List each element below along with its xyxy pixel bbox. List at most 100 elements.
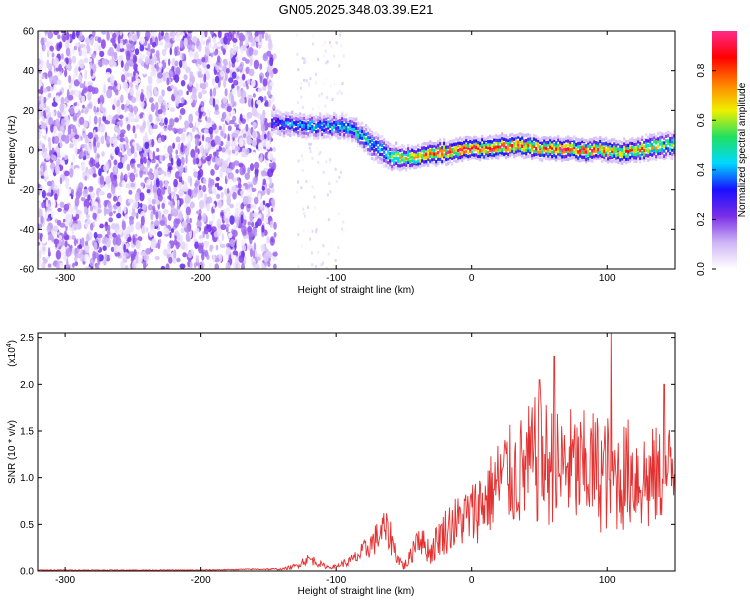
- spectrogram-cell: [188, 50, 194, 58]
- spectrogram-ridge-cell: [523, 139, 526, 143]
- spectrogram-ridge-cell: [457, 156, 460, 160]
- spectrogram-cell: [156, 187, 161, 197]
- spectrogram-ridge-cell: [435, 145, 438, 149]
- spectrogram-ridge-cell: [617, 147, 620, 151]
- spectrogram-ridge-cell: [401, 163, 404, 167]
- spectrogram-ridge-cell: [373, 132, 376, 136]
- spectrogram-cell: [338, 64, 341, 68]
- spectrogram-cell: [47, 239, 53, 248]
- spectrogram-ridge-cell: [413, 149, 416, 154]
- spectrogram-cell: [139, 36, 145, 45]
- spectrogram-ridge-cell: [483, 147, 486, 151]
- spectrogram-cell: [302, 207, 305, 211]
- spectrogram-cell: [99, 175, 105, 185]
- spectrogram-ridge-cell: [361, 136, 364, 140]
- spectrogram-ridge-cell: [437, 146, 440, 150]
- spectrogram-ridge-cell: [285, 111, 288, 115]
- spectrogram-ridge-cell: [521, 133, 524, 137]
- spectrogram-ridge-cell: [597, 137, 600, 142]
- spectrogram-cell: [207, 196, 213, 204]
- spectrogram-cell: [302, 105, 304, 109]
- spectrogram-ridge-cell: [503, 137, 506, 141]
- spectrogram-cell: [124, 62, 130, 72]
- spectrogram-ridge-cell: [385, 164, 388, 168]
- spectrogram-ridge-cell: [617, 149, 620, 153]
- spectrogram-cell: [239, 106, 245, 112]
- spectrogram-ridge-cell: [537, 150, 540, 154]
- spectrogram-cell: [38, 63, 43, 72]
- spectrogram-cell: [178, 188, 184, 197]
- spectrogram-ridge-cell: [543, 136, 546, 140]
- spectrogram-cell: [147, 75, 153, 84]
- spectrogram-cell: [47, 92, 52, 98]
- spectrogram-ridge-cell: [469, 144, 472, 148]
- spectrogram-cell: [91, 86, 96, 95]
- spectrogram-ridge-cell: [593, 140, 596, 144]
- colorbar-tick-label: 0.0: [696, 262, 707, 276]
- spectrogram-ridge-cell: [637, 154, 640, 158]
- spectrogram-cell: [230, 109, 236, 118]
- spectrogram-cell: [57, 207, 62, 212]
- spectrogram-cell: [106, 88, 113, 99]
- snr-x-axis-label: Height of straight line (km): [298, 586, 415, 597]
- spectrogram-ridge-cell: [539, 153, 542, 157]
- spectrogram-cell: [267, 168, 274, 178]
- spectrogram-ridge-cell: [557, 156, 560, 160]
- spectrogram-ridge-cell: [617, 140, 620, 144]
- spectrogram-ridge-cell: [607, 145, 610, 149]
- spectrogram-cell: [71, 235, 76, 240]
- spectrogram-ridge-cell: [397, 157, 400, 161]
- spectrogram-ridge-cell: [405, 163, 408, 167]
- spectrogram-ridge-cell: [449, 150, 452, 154]
- spectrogram-cell: [160, 174, 166, 182]
- spectrogram-cell: [330, 44, 333, 48]
- spectrogram-cell: [193, 171, 199, 178]
- spectrogram-ridge-cell: [543, 142, 546, 147]
- spectrogram-ridge-cell: [399, 164, 402, 168]
- spectrogram-cell: [133, 118, 139, 123]
- spectrogram-cell: [185, 206, 191, 216]
- spectrogram-ridge-cell: [591, 152, 594, 156]
- spectrogram-ridge-cell: [297, 126, 300, 130]
- spectrogram-cell: [69, 206, 75, 214]
- spectrogram-ridge-cell: [463, 150, 466, 155]
- spectrogram-cell: [142, 53, 146, 59]
- spectrogram-ridge-cell: [293, 113, 296, 118]
- spectrogram-ridge-cell: [559, 137, 562, 141]
- spectrogram-ridge-cell: [283, 126, 286, 131]
- spectrogram-cell: [214, 85, 220, 90]
- spectrogram-ridge-cell: [643, 155, 646, 160]
- spectrogram-cell: [323, 54, 326, 58]
- spectrogram-cell: [120, 60, 124, 68]
- spectrogram-cell: [325, 160, 328, 164]
- spectrogram-ridge-cell: [439, 138, 442, 142]
- spectrogram-x-ticks: -300 -200 -100 0 100: [55, 31, 616, 284]
- spectrogram-ridge-cell: [443, 144, 446, 149]
- spectrogram-ridge-cell: [661, 141, 664, 145]
- spectrogram-ridge-cell: [461, 151, 464, 155]
- spectrogram-cell: [134, 55, 138, 63]
- spectrogram-ridge-cell: [525, 152, 528, 156]
- spectrogram-cell: [242, 133, 247, 138]
- spectrogram-cell: [220, 130, 224, 137]
- spectrogram-ridge-cell: [543, 139, 546, 143]
- spectrogram-ridge-cell: [469, 156, 472, 160]
- spectrogram-ridge-cell: [383, 150, 386, 154]
- spectrogram-cell: [193, 262, 197, 269]
- spectrogram-cell: [204, 47, 210, 57]
- spectrogram-cell: [232, 191, 237, 200]
- spectrogram-ridge-cell: [565, 144, 568, 148]
- spectrogram-cell: [103, 83, 106, 94]
- spectrogram-cell: [74, 134, 80, 140]
- spectrogram-cell: [74, 256, 78, 262]
- spectrogram-ridge-cell: [339, 114, 342, 119]
- spectrogram-cell: [264, 206, 269, 217]
- spectrogram-cell: [171, 57, 176, 67]
- spectrogram-ridge-cell: [507, 142, 510, 146]
- spectrogram-cell: [187, 141, 191, 149]
- spectrogram-ridge-cell: [509, 153, 512, 158]
- spectrogram-cell: [154, 101, 159, 111]
- spectrogram-ridge-cell: [291, 118, 294, 122]
- spectrogram-cell: [154, 168, 159, 178]
- spectrogram-ridge-cell: [297, 113, 300, 118]
